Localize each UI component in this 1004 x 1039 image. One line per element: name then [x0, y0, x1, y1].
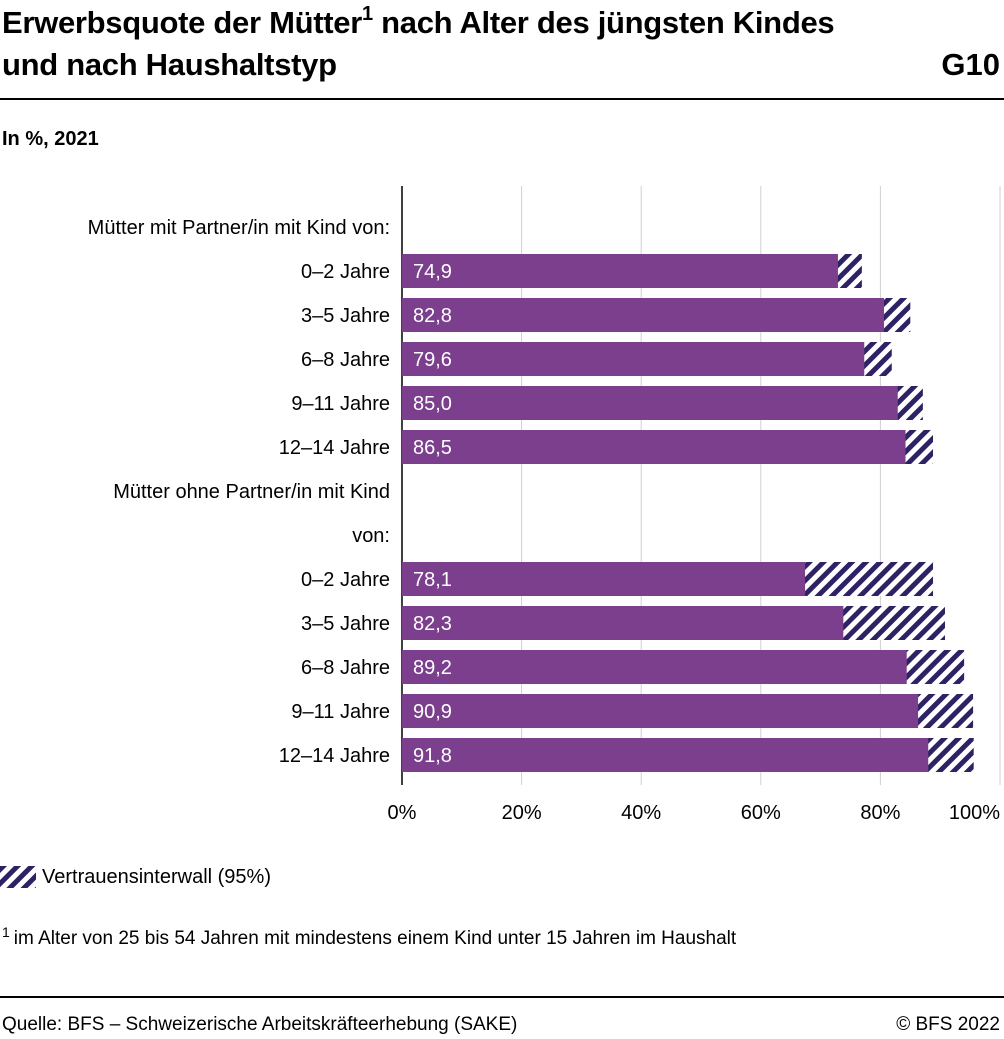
- x-axis-ticks: 0% 20% 40% 60% 80% 100%: [388, 802, 1001, 820]
- ci-hatch-swatch-icon: [0, 866, 36, 888]
- value-label-0-2: 79,6: [413, 349, 452, 371]
- bar-1-0: [402, 562, 870, 596]
- footnote-mark: 1: [2, 923, 10, 940]
- bars: 74,9 82,8 79,6 85,0 86,5 78,1 82,3 89,2 90,9 91,8: [402, 254, 974, 772]
- ci-band-0-1: [883, 298, 911, 332]
- legend: Vertrauensinterwall (95%): [0, 862, 271, 892]
- group-label-1-line-1: von:: [352, 525, 390, 547]
- chart-title: Erwerbsquote der Mütter1 nach Alter des …: [2, 2, 862, 86]
- bar-0-2: [402, 342, 879, 376]
- value-label-1-4: 91,8: [413, 745, 452, 767]
- category-label-1-2: 6–8 Jahre: [301, 657, 390, 679]
- title-part2: nach Alter des jüngsten Kindes und nach …: [2, 5, 835, 82]
- category-label-0-0: 0–2 Jahre: [301, 261, 390, 283]
- value-label-0-4: 86,5: [413, 437, 452, 459]
- value-label-1-2: 89,2: [413, 657, 452, 679]
- x-tick-label-0: 0%: [388, 802, 417, 820]
- ci-band-0-4: [905, 430, 934, 464]
- category-label-0-1: 3–5 Jahre: [301, 305, 390, 327]
- value-label-1-0: 78,1: [413, 569, 452, 591]
- value-label-1-3: 90,9: [413, 701, 452, 723]
- header-divider: [0, 98, 1004, 100]
- x-tick-label-80: 80%: [860, 802, 900, 820]
- value-label-0-1: 82,8: [413, 305, 452, 327]
- title-part1: Erwerbsquote der Mütter: [2, 5, 362, 40]
- group-label-0-line-0: Mütter mit Partner/in mit Kind von:: [88, 217, 390, 239]
- ci-band-1-3: [918, 694, 974, 728]
- ci-band-0-0: [837, 254, 862, 288]
- footer-divider: [0, 996, 1004, 998]
- value-label-0-3: 85,0: [413, 393, 452, 415]
- value-label-1-1: 82,3: [413, 613, 452, 635]
- bar-1-3: [402, 694, 946, 728]
- bar-1-4: [402, 738, 951, 772]
- x-tick-label-60: 60%: [741, 802, 781, 820]
- bar-0-1: [402, 298, 898, 332]
- source-note: Quelle: BFS – Schweizerische Arbeitskräf…: [2, 1014, 518, 1035]
- ci-band-1-4: [928, 738, 974, 772]
- chart-code: G10: [941, 47, 1000, 82]
- title-footnote-mark: 1: [361, 2, 373, 25]
- footnote: 1 im Alter von 25 bis 54 Jahren mit minde…: [2, 925, 737, 950]
- ci-band-0-2: [864, 342, 892, 376]
- x-tick-label-20: 20%: [502, 802, 542, 820]
- x-tick-label-40: 40%: [621, 802, 661, 820]
- bar-chart: 74,9 82,8 79,6 85,0 86,5 78,1 82,3 89,2 90,9 91,8…: [88, 186, 1001, 820]
- category-label-1-1: 3–5 Jahre: [301, 613, 390, 635]
- ci-band-1-2: [906, 650, 965, 684]
- category-label-0-2: 6–8 Jahre: [301, 349, 390, 371]
- category-labels: Mütter mit Partner/in mit Kind von: 0–2 J…: [88, 217, 390, 767]
- footnote-text: im Alter von 25 bis 54 Jahren mit mindes…: [13, 928, 737, 949]
- group-label-1-line-0: Mütter ohne Partner/in mit Kind: [113, 481, 390, 503]
- ci-band-1-0: [805, 562, 934, 596]
- ci-band-0-3: [897, 386, 923, 420]
- category-label-1-3: 9–11 Jahre: [291, 701, 390, 723]
- bar-0-4: [402, 430, 920, 464]
- chart-subtitle: In %, 2021: [2, 128, 99, 150]
- bar-0-3: [402, 386, 911, 420]
- value-label-0-0: 74,9: [413, 261, 452, 283]
- bar-0-0: [402, 254, 850, 288]
- legend-ci-label: Vertrauensinterwall (95%): [42, 865, 271, 888]
- category-label-0-3: 9–11 Jahre: [291, 393, 390, 415]
- ci-band-1-1: [843, 606, 945, 640]
- category-label-1-0: 0–2 Jahre: [301, 569, 390, 591]
- x-tick-label-100: 100%: [949, 802, 1000, 820]
- category-label-0-4: 12–14 Jahre: [279, 437, 390, 459]
- bar-1-1: [402, 606, 895, 640]
- bar-1-2: [402, 650, 936, 684]
- category-label-1-4: 12–14 Jahre: [279, 745, 390, 767]
- copyright: © BFS 2022: [896, 1014, 1000, 1035]
